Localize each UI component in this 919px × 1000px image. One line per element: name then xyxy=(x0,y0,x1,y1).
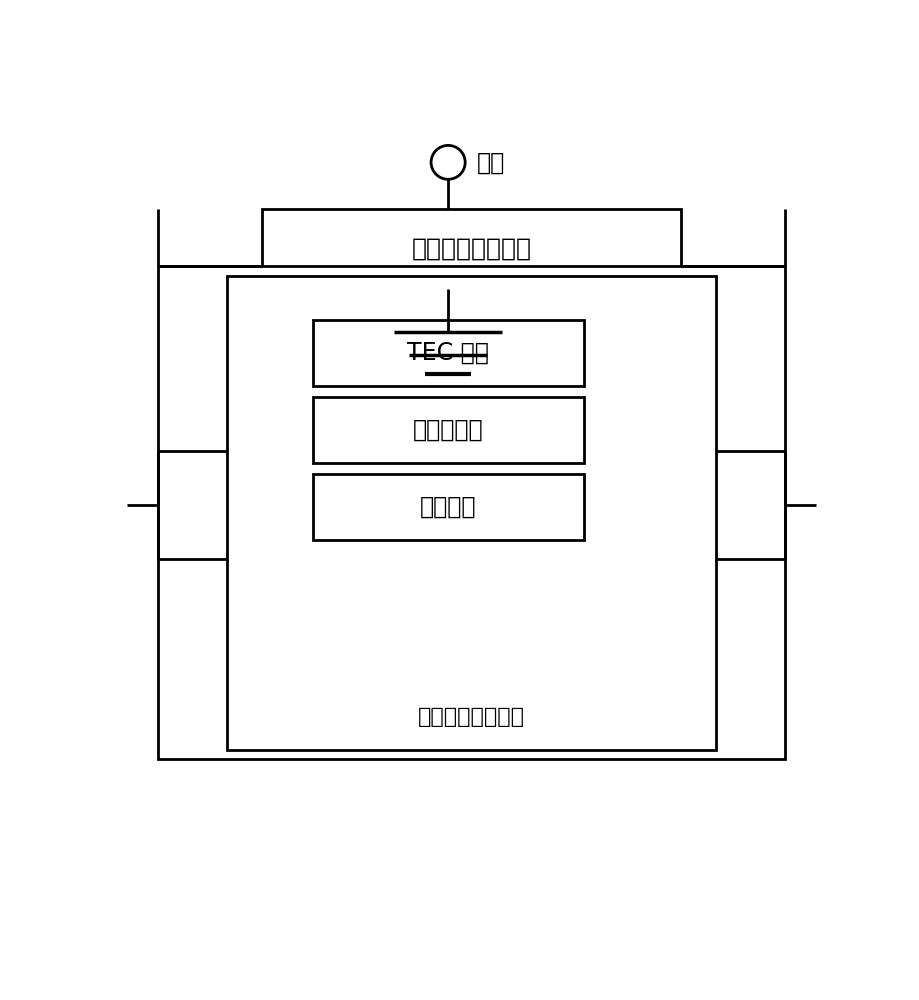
Text: 热敏元件: 热敏元件 xyxy=(420,495,476,519)
Text: 电源: 电源 xyxy=(477,150,505,174)
Bar xyxy=(312,320,584,386)
Bar xyxy=(312,397,584,463)
Text: 工作温度可控器件: 工作温度可控器件 xyxy=(418,707,525,727)
Bar xyxy=(157,266,785,759)
Bar xyxy=(262,209,681,289)
Bar xyxy=(227,276,716,750)
Text: 主电路单元: 主电路单元 xyxy=(413,418,483,442)
Bar xyxy=(312,474,584,540)
Text: TEC 单元: TEC 单元 xyxy=(407,341,489,365)
Text: 可控双向开关电路: 可控双向开关电路 xyxy=(412,237,531,261)
